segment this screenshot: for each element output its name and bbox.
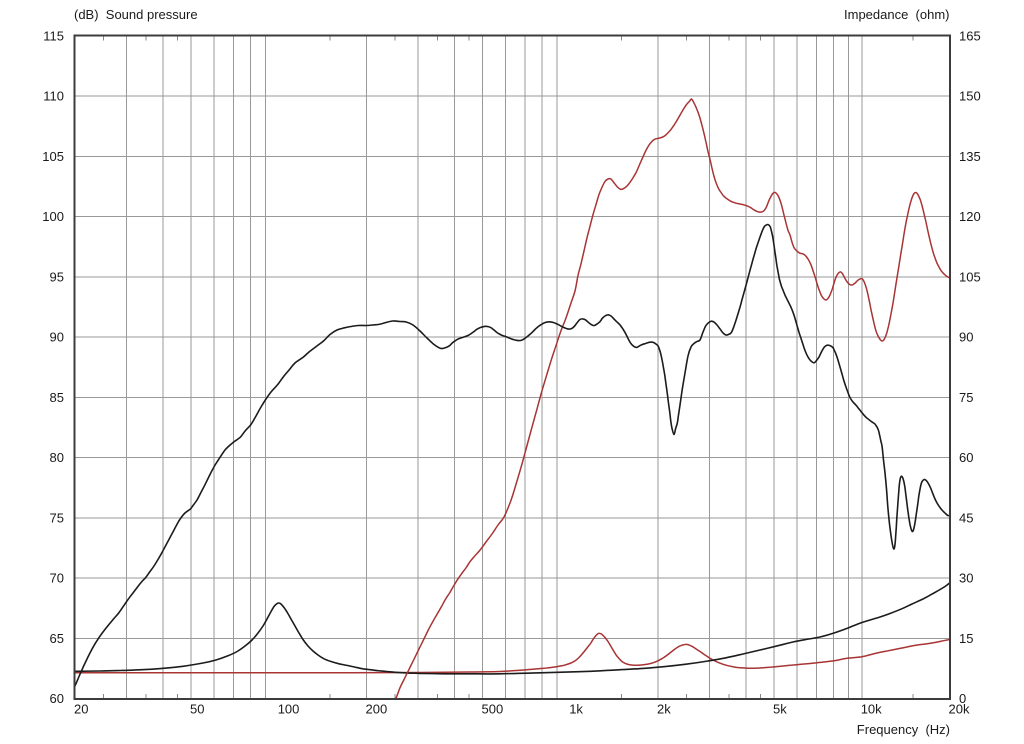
svg-text:85: 85 (50, 390, 64, 405)
svg-text:45: 45 (959, 510, 973, 525)
svg-text:90: 90 (959, 330, 973, 345)
svg-text:30: 30 (959, 571, 973, 586)
svg-text:115: 115 (43, 29, 64, 44)
svg-text:20k: 20k (949, 702, 970, 717)
svg-text:90: 90 (50, 330, 64, 345)
svg-text:0: 0 (959, 691, 966, 706)
svg-text:110: 110 (43, 89, 64, 104)
svg-text:10k: 10k (861, 702, 882, 717)
svg-text:65: 65 (50, 631, 64, 646)
svg-text:2k: 2k (657, 702, 671, 717)
svg-text:135: 135 (959, 149, 981, 164)
svg-text:120: 120 (959, 209, 981, 224)
svg-text:(dB) Sound pressure: (dB) Sound pressure (74, 7, 198, 22)
svg-text:165: 165 (959, 29, 981, 44)
svg-text:105: 105 (42, 149, 64, 164)
svg-text:70: 70 (50, 571, 64, 586)
svg-text:75: 75 (959, 390, 973, 405)
svg-text:100: 100 (42, 209, 64, 224)
svg-text:1k: 1k (569, 702, 583, 717)
svg-text:60: 60 (959, 450, 973, 465)
svg-text:5k: 5k (773, 702, 787, 717)
svg-text:150: 150 (959, 89, 981, 104)
svg-text:95: 95 (50, 269, 64, 284)
svg-text:60: 60 (50, 691, 64, 706)
svg-text:500: 500 (482, 702, 504, 717)
svg-text:50: 50 (190, 702, 204, 717)
svg-text:105: 105 (959, 269, 981, 284)
svg-text:Frequency (Hz): Frequency (Hz) (857, 722, 950, 737)
svg-text:15: 15 (959, 631, 973, 646)
svg-text:100: 100 (278, 702, 300, 717)
svg-text:20: 20 (74, 702, 88, 717)
svg-text:80: 80 (50, 450, 64, 465)
svg-text:200: 200 (366, 702, 388, 717)
svg-text:75: 75 (50, 510, 64, 525)
svg-text:Impedance (ohm): Impedance (ohm) (844, 7, 950, 22)
